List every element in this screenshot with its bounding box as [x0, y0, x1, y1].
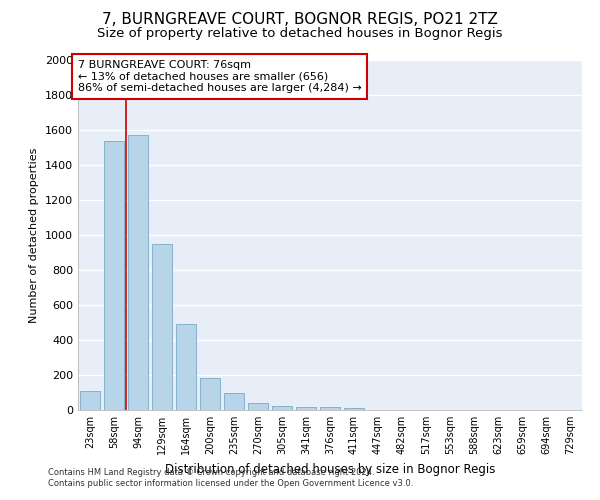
- Text: 7, BURNGREAVE COURT, BOGNOR REGIS, PO21 2TZ: 7, BURNGREAVE COURT, BOGNOR REGIS, PO21 …: [102, 12, 498, 28]
- Bar: [200, 378, 220, 410]
- Text: 7 BURNGREAVE COURT: 76sqm
← 13% of detached houses are smaller (656)
86% of semi: 7 BURNGREAVE COURT: 76sqm ← 13% of detac…: [78, 60, 362, 93]
- Bar: [128, 135, 148, 410]
- Bar: [272, 406, 292, 410]
- Bar: [152, 244, 172, 410]
- X-axis label: Distribution of detached houses by size in Bognor Regis: Distribution of detached houses by size …: [165, 462, 495, 475]
- Bar: [80, 391, 100, 410]
- Y-axis label: Number of detached properties: Number of detached properties: [29, 148, 40, 322]
- Text: Size of property relative to detached houses in Bognor Regis: Size of property relative to detached ho…: [97, 28, 503, 40]
- Bar: [344, 408, 364, 410]
- Bar: [176, 324, 196, 410]
- Bar: [296, 407, 316, 410]
- Text: Contains HM Land Registry data © Crown copyright and database right 2024.
Contai: Contains HM Land Registry data © Crown c…: [48, 468, 413, 487]
- Bar: [104, 140, 124, 410]
- Bar: [224, 394, 244, 410]
- Bar: [320, 408, 340, 410]
- Bar: [248, 403, 268, 410]
